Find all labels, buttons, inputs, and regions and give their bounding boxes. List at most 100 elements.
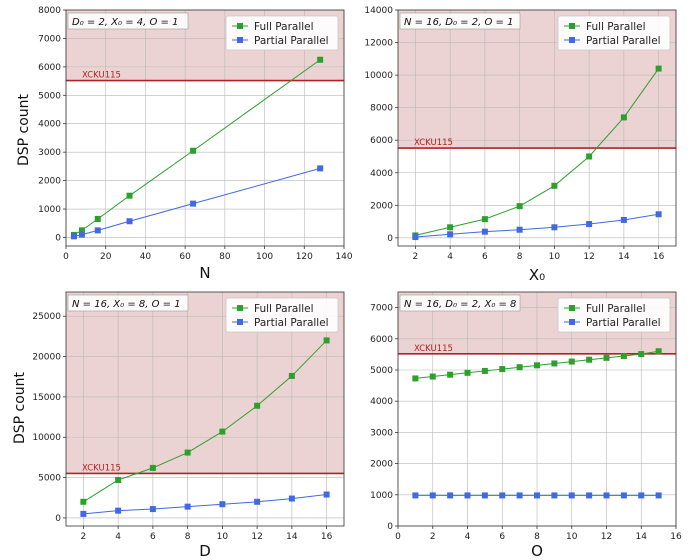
panel-c-x-tick-label: 14 [286,532,298,542]
panel-b-series-1-point [481,228,488,235]
panel-d-limit-label: XCKU115 [414,344,453,354]
panel-a-y-tick-label: 6000 [38,63,61,73]
panel-b-series-0-point [551,182,558,189]
panel-d-series-0-point [638,351,645,358]
panel-a-annotation-text: D₀ = 2, X₀ = 4, O = 1 [72,17,178,28]
panel-d-legend-label-1: Partial Parallel [586,317,661,329]
panel-a-x-axis-label: N [199,264,210,282]
panel-a-legend-marker-1 [237,37,243,43]
panel-b: XCKU115 2 4 6 8 10 12 14 16 0 2000 4000 6000 8000 1000… [364,6,677,284]
panel-b-series-0-point [620,114,627,121]
panel-d-legend-box [557,297,671,333]
panel-b-series-0-point [586,153,593,160]
panel-c-x-tick-label: 4 [115,532,121,542]
panel-b-series-0-point [481,216,488,223]
panel-b-series-0-point [655,65,662,72]
panel-d-y-tick-label: 5000 [370,366,393,376]
panel-c-y-tick-label: 25000 [32,312,61,322]
panel-d-series-0-point [481,367,488,374]
panel-a-series-0-point [126,192,133,199]
panel-c-series-0-point [80,498,87,505]
panel-c-series-0-point [288,372,295,379]
panel-b-x-tick-label: 12 [583,252,594,262]
panel-b-y-tick-label: 10000 [364,71,393,81]
panel-d-annotation-box [399,294,521,312]
panel-d-x-tick-label: 0 [395,532,401,542]
panel-d: XCKU115 0 2 4 6 8 10 12 14 16 0 1000 2000 3000 4000 500… [370,291,682,560]
panel-c-limit-label: XCKU115 [82,463,121,473]
panel-b-series-1-point [620,216,627,223]
panel-b-series-0-line [415,68,660,236]
panel-c-y-tick-label: 5000 [38,474,61,484]
panel-d-series-1-point [568,492,575,499]
panel-c-series-1-point [219,501,226,508]
panel-d-series-0-point [568,358,575,365]
panel-d-series-0-point [551,360,558,367]
panel-a-legend-box [225,15,339,51]
panel-c-series-0-point [184,449,191,456]
panel-d-series-0-point [516,364,523,371]
panel-b-legend-label-0: Full Parallel [586,21,646,33]
panel-d-annotation-text: N = 16, D₀ = 2, X₀ = 8 [404,299,516,310]
panel-d-series-0-point [429,373,436,380]
panel-c-series-1-point [323,491,330,498]
panel-a-legend-label-0: Full Parallel [254,21,314,33]
panel-d-series-1-point [620,492,627,499]
panel-a-y-tick-label: 2000 [38,177,61,187]
panel-c-annotation-text: N = 16, X₀ = 8, O = 1 [72,299,181,310]
panel-b-legend-box [557,15,671,51]
panel-d-series-1-point [464,492,471,499]
panel-d-series-1-point [655,492,662,499]
panel-c: XCKU115 2 4 6 8 10 12 14 16 0 5000 10000 15000 20000 2… [32,291,345,560]
panel-b-series-1-point [516,226,523,233]
panel-a-x-tick-label: 120 [296,252,313,262]
panel-a-y-tick-label: 0 [55,233,61,243]
panel-b-y-tick-label: 0 [387,234,393,244]
panel-c-x-tick-label: 16 [321,532,333,542]
panel-d-series-0-point [499,366,506,373]
panel-c-series-1-point [254,498,261,505]
panel-c-series-1-point [288,495,295,502]
panel-b-limit-label: XCKU115 [414,138,453,148]
panel-b-x-tick-label: 16 [653,252,665,262]
panel-c-series-0-point [254,402,261,409]
panel-a-series-1-point [70,233,77,240]
panel-a-series-1-line [73,167,321,237]
panel-b-x-tick-label: 14 [618,252,630,262]
panel-b-y-tick-label: 8000 [370,104,393,114]
panel-c-series-0-point [323,337,330,344]
panel-a-series-1-point [190,200,197,207]
panel-a-series-1-point [317,165,324,172]
panel-b-series-1-point [655,211,662,218]
panel-a-legend-label-1: Partial Parallel [254,35,329,47]
panel-d-series-0-point [655,348,662,355]
panel-c-series-1-point [115,507,122,514]
panel-d-series-0-point [603,354,610,361]
panel-c-x-tick-label: 12 [251,532,262,542]
panel-b-axes-frame [397,9,677,247]
panel-d-y-tick-label: 6000 [370,335,393,345]
panel-d-x-tick-label: 16 [670,532,682,542]
panel-d-x-tick-label: 2 [430,532,436,542]
panel-a-limit-label: XCKU115 [82,71,121,81]
panel-d-x-tick-label: 6 [499,532,505,542]
panel-a-y-tick-label: 4000 [38,120,61,130]
panel-d-series-1-point [638,492,645,499]
panel-a-series-0-line [73,59,321,236]
panel-d-x-tick-label: 14 [636,532,648,542]
panel-b-series-0-point [447,224,454,231]
panel-a-series-0-point [94,215,101,222]
panel-c-annotation-box [67,294,189,312]
panel-b-series-1-point [586,221,593,228]
panel-c-x-axis-label: D [199,542,211,560]
panel-d-series-1-point [429,492,436,499]
y-axis-label-top: DSP count [16,93,32,166]
panel-d-series-1-point [516,492,523,499]
panel-a-x-tick-label: 140 [335,252,352,262]
panel-d-series-0-point [447,371,454,378]
panel-b-legend-marker-1 [569,37,575,43]
panel-a-y-tick-label: 1000 [38,205,61,215]
panel-d-series-1-point [499,492,506,499]
panel-d-y-tick-label: 1000 [370,491,393,501]
panel-c-legend-marker-1 [237,319,243,325]
